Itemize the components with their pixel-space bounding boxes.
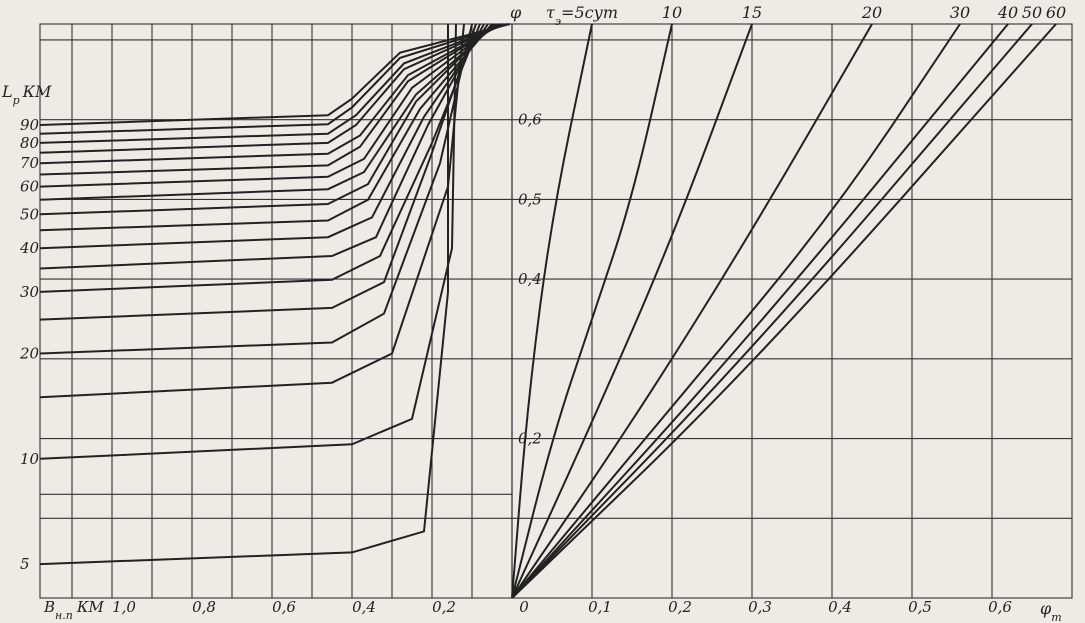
right-x-axis-label: φт	[1040, 599, 1062, 623]
right-y-axis-label: φ	[510, 3, 522, 22]
left-y-tick: 20	[19, 345, 40, 363]
left-y-tick: 40	[19, 239, 40, 257]
left-curve-14	[39, 23, 503, 165]
tau-label-20: 20	[861, 3, 882, 22]
right-x-tick: 0,1	[588, 598, 612, 616]
plot-frame	[39, 23, 1073, 599]
right-y-tick: 0,5	[518, 190, 542, 208]
tau-curve-20	[511, 23, 873, 599]
left-curve-2	[39, 23, 457, 460]
left-y-tick: 80	[20, 134, 40, 152]
right-y-tick: 0,6	[518, 111, 542, 129]
tau-curve-40	[511, 23, 1009, 599]
left-y-tick: 10	[20, 450, 40, 468]
tau-curve-30	[511, 23, 961, 599]
left-curve-1	[39, 24, 449, 566]
left-y-tick: 5	[20, 555, 30, 573]
left-x-tick: 0,6	[272, 598, 296, 616]
left-curve-13	[39, 23, 501, 176]
tau-curve-5	[511, 23, 593, 599]
right-x-tick: 0,6	[988, 598, 1012, 616]
tau-curve-60	[511, 23, 1057, 599]
tau-label-30: 30	[950, 3, 970, 22]
left-curve-15	[39, 23, 505, 154]
left-y-axis-label: Lр КМ	[1, 82, 52, 107]
left-y-tick: 30	[20, 283, 40, 301]
right-panel-curves	[511, 23, 1057, 599]
left-x-axis-label: Bн.п КМ	[43, 598, 104, 622]
right-x-tick: 0,3	[748, 598, 772, 616]
right-x-tick: 0,2	[668, 598, 692, 616]
right-x-tick: 0,5	[908, 598, 932, 616]
left-curve-18	[39, 23, 511, 126]
left-curve-3	[39, 23, 465, 399]
right-x-tick: 0,4	[828, 598, 852, 616]
left-y-tick: 60	[20, 178, 40, 196]
left-panel-curves	[39, 23, 511, 566]
left-curve-11	[39, 23, 497, 201]
left-curve-4	[39, 23, 473, 355]
left-y-tick: 70	[20, 154, 40, 172]
left-curve-17	[39, 23, 509, 135]
tau-label-50: 50	[1022, 3, 1042, 22]
right-y-tick: 0,4	[518, 270, 542, 288]
left-y-tick: 90	[20, 116, 40, 134]
tau-curve-15	[511, 23, 753, 599]
axis-labels: 1,0 0,8 0,6 0,4 0,2 0 Bн.п КМ 0,1 0,2 0,3 0,4 0,5 0,6…	[1, 3, 1066, 623]
grid	[39, 23, 1073, 599]
left-curve-10	[39, 23, 495, 216]
left-curve-9	[39, 23, 493, 232]
left-y-tick: 50	[20, 205, 40, 223]
left-x-tick: 0,4	[352, 598, 376, 616]
left-curve-5	[39, 23, 477, 321]
left-x-tick: 0,2	[432, 598, 456, 616]
left-curve-12	[39, 23, 499, 188]
left-x-tick: 1,0	[112, 598, 136, 616]
left-x-tick: 0	[519, 598, 529, 616]
left-x-tick: 0,8	[192, 598, 216, 616]
tau-label-5: τэ=5сут	[546, 3, 618, 28]
tau-label-15: 15	[742, 3, 762, 22]
left-curve-6	[39, 23, 481, 293]
tau-curve-10	[511, 23, 673, 599]
left-curve-8	[39, 23, 489, 250]
right-y-tick: 0,2	[518, 430, 542, 448]
tau-label-10: 10	[662, 3, 682, 22]
tau-label-60: 60	[1046, 3, 1066, 22]
tau-label-40: 40	[997, 3, 1018, 22]
left-curve-16	[39, 23, 507, 144]
left-curve-7	[39, 23, 485, 270]
